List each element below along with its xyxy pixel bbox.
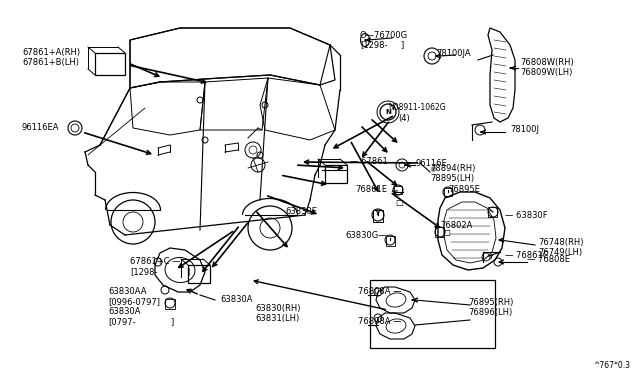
Text: 96116EA: 96116EA [22,124,60,132]
Text: 76896(LH): 76896(LH) [468,308,512,317]
Text: □: □ [442,228,450,237]
Text: N: N [385,109,391,115]
Text: ®: ® [430,167,437,173]
Bar [386,236,395,246]
Bar [444,188,452,196]
Text: O—76700G: O—76700G [360,31,408,39]
Bar [373,210,383,222]
Text: 76749(LH): 76749(LH) [538,248,582,257]
Text: 63830AA: 63830AA [108,288,147,296]
Text: 76748(RH): 76748(RH) [538,238,584,247]
Text: N08911-1062G: N08911-1062G [388,103,445,112]
Text: 96116E: 96116E [415,158,447,167]
Text: (4): (4) [398,113,410,122]
Text: ]: ] [186,267,189,276]
Text: 67861+A(RH): 67861+A(RH) [22,48,80,57]
Text: 63831(LH): 63831(LH) [255,314,300,323]
Text: ]: ] [170,317,173,327]
Text: — 63830F: — 63830F [505,211,548,219]
Text: [0996-0797]: [0996-0797] [108,298,160,307]
Text: 63830(RH): 63830(RH) [255,304,301,312]
Text: 76808A —: 76808A — [358,317,401,327]
Text: 63830A: 63830A [220,295,253,305]
Text: 76808W(RH): 76808W(RH) [520,58,573,67]
Text: [1298-: [1298- [130,267,157,276]
Text: 76895(RH): 76895(RH) [468,298,513,307]
Text: 63830G—: 63830G— [345,231,387,240]
Text: — 76861C: — 76861C [505,250,548,260]
Text: ^767*0.3: ^767*0.3 [593,360,630,369]
Bar [165,299,175,309]
Text: 78100J: 78100J [510,125,539,135]
Bar [370,280,495,348]
Text: 76808A —: 76808A — [358,288,401,296]
Text: ]: ] [400,41,403,49]
Text: 76809W(LH): 76809W(LH) [520,67,572,77]
Text: 78894(RH): 78894(RH) [430,164,476,173]
Text: 76861E: 76861E [355,186,387,195]
Bar [95,53,125,75]
Text: 63830A: 63830A [108,308,141,317]
Text: 67861+B(LH): 67861+B(LH) [22,58,79,67]
Text: 78895(LH): 78895(LH) [430,173,474,183]
Text: 76895E: 76895E [448,186,480,195]
Text: [1298-: [1298- [360,41,387,49]
Text: — 76808E: — 76808E [527,256,570,264]
Text: 67861+C —: 67861+C — [130,257,180,266]
Text: 76802A: 76802A [440,221,472,230]
Bar [394,186,402,194]
Text: [0797-: [0797- [108,317,136,327]
Bar [188,265,210,283]
Bar [435,227,444,237]
Text: □: □ [395,199,403,208]
Text: — 67861: — 67861 [350,157,388,167]
Bar [325,165,347,183]
Text: 63830E: 63830E [285,208,317,217]
Text: 78100JA: 78100JA [436,48,470,58]
Bar [488,207,497,217]
